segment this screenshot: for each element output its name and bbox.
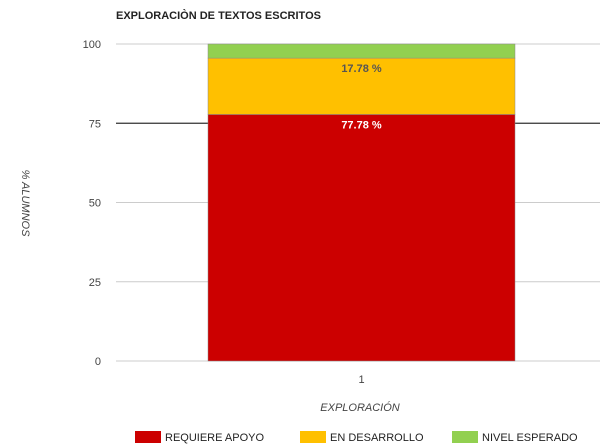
- x-axis-ticks: 1: [358, 374, 364, 386]
- chart-title: EXPLORACIÒN DE TEXTOS ESCRITOS: [116, 9, 321, 22]
- legend: REQUIERE APOYO EN DESARROLLO NIVEL ESPERAD…: [135, 431, 578, 444]
- bar-segment-3: [207, 43, 516, 59]
- legend-label: EN DESARROLLO: [330, 432, 424, 444]
- bars: 77.78 % 17.78 %: [207, 43, 516, 362]
- bar-segment-2: [207, 57, 516, 115]
- y-tick-label: 100: [83, 39, 101, 51]
- y-tick-label: 75: [89, 118, 101, 130]
- legend-swatch: [452, 431, 478, 443]
- y-tick-label: 50: [89, 198, 101, 210]
- bar-segment-1: [207, 114, 516, 362]
- legend-label: REQUIERE APOYO: [165, 432, 264, 444]
- data-label: 17.78 %: [341, 63, 382, 75]
- y-axis-ticks: 0 25 50 75 100: [83, 39, 101, 368]
- data-label: 77.78 %: [341, 119, 382, 131]
- x-axis-label: EXPLORACIÓN: [320, 401, 400, 414]
- legend-swatch: [300, 431, 326, 443]
- legend-swatch: [135, 431, 161, 443]
- y-tick-label: 25: [89, 277, 101, 289]
- legend-label: NIVEL ESPERADO: [482, 432, 578, 444]
- y-axis-label: % ALUMNOS: [19, 170, 31, 237]
- x-tick-label: 1: [358, 374, 364, 386]
- y-tick-label: 0: [95, 356, 101, 368]
